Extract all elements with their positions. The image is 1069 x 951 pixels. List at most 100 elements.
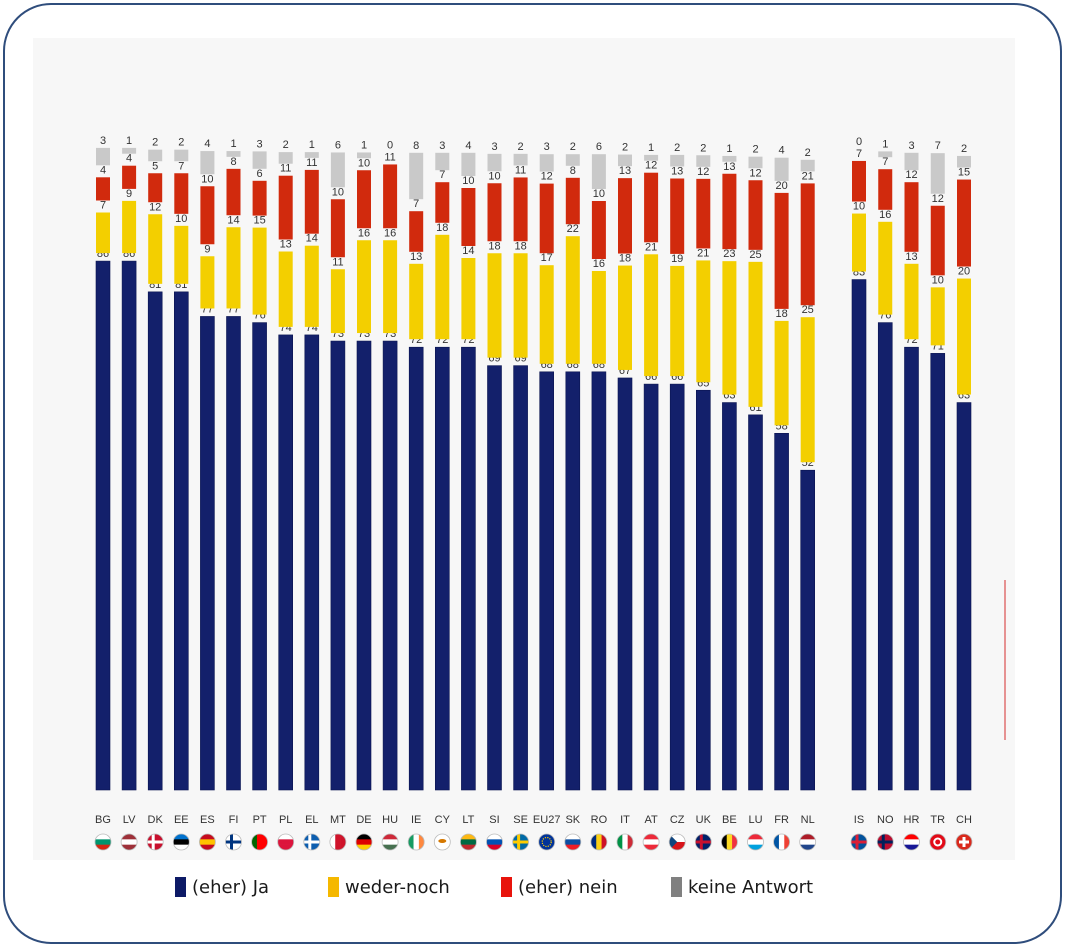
flag-border-be (721, 833, 738, 851)
flag-border-ch (955, 833, 973, 851)
bar-weder-noch-uk (696, 260, 711, 383)
data-label-weder-noch-lu: 25 (749, 249, 761, 261)
tick-label-cy: CY (435, 814, 451, 826)
bar-keine-antwort-lu (748, 156, 763, 169)
bar-ja-fi (226, 316, 241, 791)
data-label-weder-noch-uk: 21 (697, 247, 709, 259)
bar-nein-hu (383, 164, 398, 229)
bar-nein-el (304, 169, 319, 234)
bar-weder-noch-fr (774, 320, 789, 426)
data-label-nein-no: 7 (882, 156, 888, 168)
data-label-keine-antwort-dk: 2 (152, 137, 158, 149)
flag-border-el (303, 833, 321, 851)
bar-weder-noch-fi (226, 227, 241, 309)
flag-sweden-icon (512, 834, 529, 850)
tick-label-si: SI (489, 814, 499, 826)
data-label-keine-antwort-pl: 2 (283, 139, 289, 151)
data-label-nein-be: 13 (723, 161, 735, 173)
tick-label-eu27: EU27 (533, 814, 561, 826)
bar-nein-ee (174, 173, 189, 214)
bar-nein-uk (696, 178, 711, 249)
bar-ja-se (513, 365, 528, 791)
data-label-weder-noch-hu: 16 (384, 227, 396, 239)
bar-keine-antwort-ie (409, 152, 424, 200)
bar-nein-nl (800, 183, 815, 306)
data-label-weder-noch-it: 18 (619, 253, 631, 265)
bar-nein-eu27 (539, 183, 554, 254)
bar-weder-noch-bg (96, 212, 110, 254)
flag-croatia-icon (903, 834, 920, 850)
bar-ja-de (356, 340, 372, 791)
tick-label-ro: RO (591, 814, 608, 826)
bar-ja-uk (695, 389, 711, 791)
bar-keine-antwort-lv (122, 147, 137, 154)
bar-keine-antwort-pl (278, 152, 293, 164)
legend-swatch-ja (175, 877, 186, 897)
bar-ja-lu (748, 414, 763, 791)
data-label-keine-antwort-cy: 3 (439, 140, 445, 152)
bar-nein-es (200, 186, 215, 245)
bar-nein-hr (904, 182, 919, 252)
flag-spain-icon (199, 834, 216, 850)
bar-keine-antwort-fr (774, 157, 789, 181)
data-label-weder-noch-fr: 18 (775, 308, 787, 320)
data-label-keine-antwort-tr: 7 (935, 140, 941, 152)
flag-border-bg (94, 833, 112, 851)
bar-weder-noch-it (618, 265, 632, 370)
data-label-weder-noch-is: 10 (853, 201, 865, 213)
bar-weder-noch-ie (409, 263, 424, 340)
bar-nein-ie (409, 211, 424, 252)
data-label-weder-noch-at: 21 (645, 241, 657, 253)
bar-keine-antwort-si (487, 153, 502, 172)
data-label-keine-antwort-lu: 2 (752, 144, 758, 156)
bar-nein-si (487, 183, 502, 242)
data-label-nein-it: 13 (619, 165, 631, 177)
tick-label-lt: LT (462, 814, 474, 826)
tick-label-nl: NL (801, 814, 815, 826)
bar-weder-noch-eu27 (539, 265, 554, 364)
data-label-keine-antwort-mt: 6 (335, 139, 341, 151)
tick-label-fr: FR (774, 814, 789, 826)
data-label-weder-noch-hr: 13 (905, 251, 917, 263)
tick-label-pl: PL (279, 814, 292, 826)
data-label-keine-antwort-lv: 1 (126, 135, 132, 147)
bar-keine-antwort-ee (174, 149, 189, 162)
flag-border-pt (251, 833, 269, 851)
bar-ja-pt (252, 322, 267, 791)
tick-label-sk: SK (565, 814, 580, 826)
data-label-nein-es: 10 (201, 173, 213, 185)
bar-keine-antwort-pt (252, 151, 267, 169)
bar-weder-noch-hu (383, 240, 398, 334)
flag-france-icon (773, 834, 790, 850)
bar-keine-antwort-se (513, 153, 528, 166)
data-label-weder-noch-es: 9 (204, 243, 210, 255)
bar-ja-sk (565, 371, 581, 791)
data-label-keine-antwort-si: 3 (491, 141, 497, 153)
bar-ja-it (617, 377, 633, 791)
bar-ja-es (200, 316, 215, 791)
data-label-nein-ch: 15 (958, 167, 970, 179)
legend-item-weder-noch: weder-noch (328, 872, 450, 902)
bar-ja-at (643, 383, 659, 791)
bar-keine-antwort-tr (930, 153, 945, 194)
flag-denmark-icon (147, 834, 164, 850)
bar-nein-cy (435, 182, 450, 223)
data-label-nein-tr: 12 (932, 193, 944, 205)
data-label-keine-antwort-eu27: 3 (544, 141, 550, 153)
data-label-weder-noch-ie: 13 (410, 251, 422, 263)
data-label-keine-antwort-cz: 2 (674, 142, 680, 154)
flag-turkey-icon (929, 834, 946, 850)
flag-norway-icon (877, 834, 894, 850)
bar-keine-antwort-uk (696, 155, 711, 167)
flag-czechia-icon (669, 834, 686, 850)
data-label-weder-noch-de: 16 (358, 227, 370, 239)
data-label-nein-hu: 11 (384, 151, 395, 163)
flag-bulgaria-icon (95, 834, 111, 850)
data-label-nein-lt: 10 (462, 175, 474, 187)
bar-weder-noch-cy (435, 234, 450, 340)
bar-nein-tr (930, 205, 945, 276)
legend-swatch-keine-antwort (671, 877, 682, 897)
flag-border-eu27 (538, 833, 556, 851)
bar-keine-antwort-dk (148, 149, 163, 162)
bar-nein-no (878, 169, 893, 210)
